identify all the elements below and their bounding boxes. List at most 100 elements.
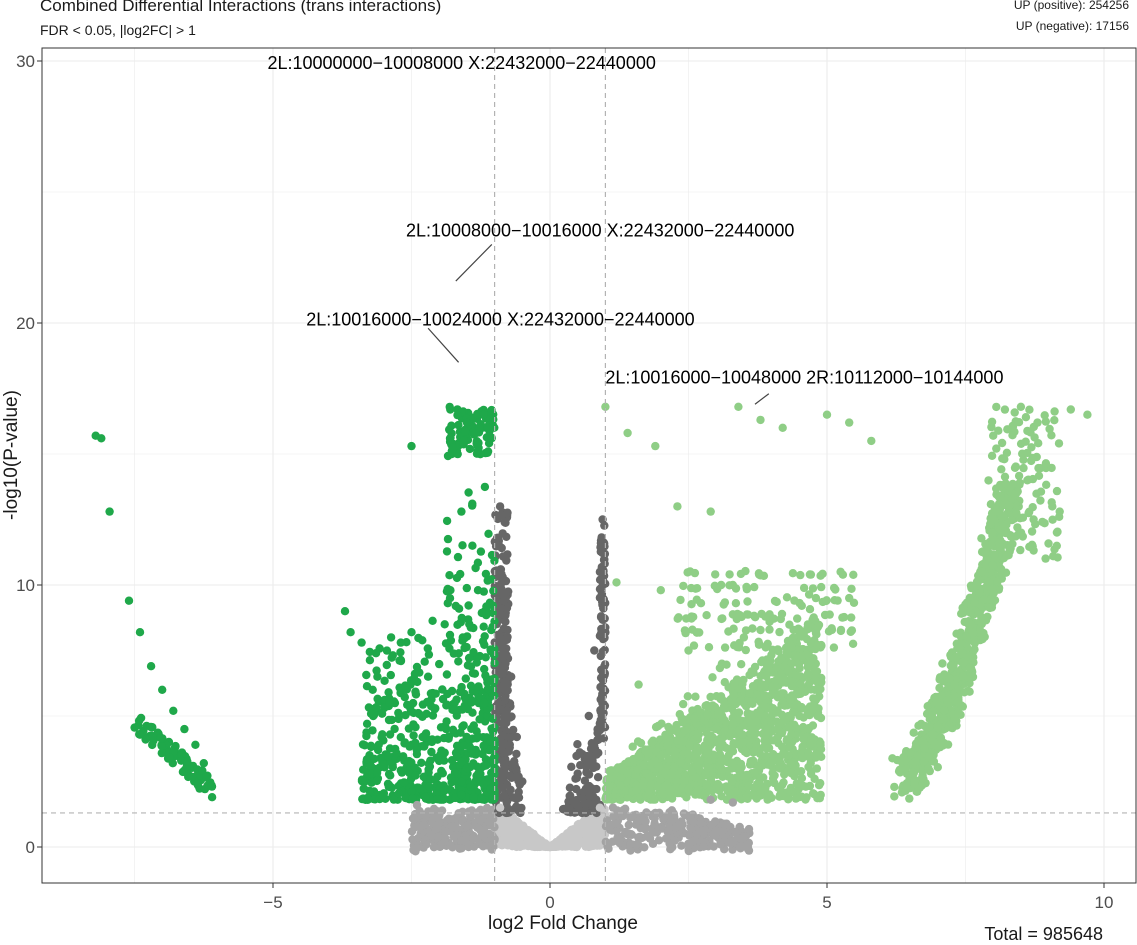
point-sig-positive <box>1040 519 1049 528</box>
point-sig-positive <box>788 569 798 578</box>
point-sig-negative <box>180 724 189 734</box>
point-sig-positive <box>679 699 688 709</box>
point-sig-positive <box>968 628 978 638</box>
point-fc-only <box>509 725 518 735</box>
point-nonsig <box>495 828 504 837</box>
point-sig-negative <box>467 698 476 707</box>
point-sig-positive <box>1000 455 1009 464</box>
point-sig-positive <box>845 418 854 427</box>
point-sig-positive <box>756 415 765 425</box>
point-sig-positive <box>672 726 681 736</box>
point-sig-positive <box>802 793 811 802</box>
point-sig-positive <box>983 577 993 587</box>
point-sig-positive <box>1041 417 1051 426</box>
annotation-leader <box>754 393 770 405</box>
point-p-only <box>419 820 428 830</box>
point-fc-only <box>502 808 511 817</box>
point-sig-positive <box>742 748 751 758</box>
point-p-only <box>433 832 443 842</box>
point-sig-negative <box>449 649 458 658</box>
point-sig-positive <box>1052 486 1062 496</box>
point-sig-positive <box>989 588 998 598</box>
point-sig-positive <box>804 659 813 669</box>
point-sig-positive <box>749 791 758 800</box>
point-sig-positive <box>808 721 818 730</box>
point-sig-positive <box>1018 513 1028 522</box>
point-fc-only <box>584 711 593 721</box>
point-sig-positive <box>692 749 702 758</box>
point-sig-positive <box>1027 527 1037 536</box>
point-sig-negative <box>462 583 471 593</box>
point-p-only <box>731 827 740 837</box>
point-p-only <box>699 842 708 851</box>
point-sig-negative <box>362 728 371 737</box>
point-sig-positive <box>633 765 642 774</box>
point-sig-negative <box>440 748 449 757</box>
point-sig-positive <box>914 721 923 730</box>
point-sig-negative <box>453 552 463 562</box>
point-sig-positive <box>727 776 737 786</box>
point-sig-negative <box>480 664 489 674</box>
point-sig-positive <box>953 697 962 707</box>
point-sig-positive <box>786 713 795 722</box>
point-sig-negative <box>411 771 420 780</box>
point-sig-negative <box>423 672 433 681</box>
point-sig-positive <box>774 645 783 654</box>
point-sig-positive <box>977 619 986 629</box>
point-sig-positive <box>1041 459 1051 468</box>
point-sig-positive <box>799 583 809 593</box>
point-sig-positive <box>728 743 737 752</box>
point-sig-positive <box>679 581 688 591</box>
point-sig-positive <box>816 738 825 748</box>
point-sig-positive <box>782 593 792 602</box>
point-sig-positive <box>803 669 813 678</box>
point-sig-negative <box>156 734 166 743</box>
point-p-only <box>659 814 668 824</box>
point-sig-negative <box>379 790 388 800</box>
point-sig-positive <box>601 402 610 411</box>
point-sig-positive <box>685 740 694 749</box>
point-fc-only <box>512 802 521 811</box>
point-sig-positive <box>1015 480 1024 489</box>
point-sig-positive <box>847 584 856 593</box>
point-sig-negative <box>468 501 477 510</box>
point-sig-positive <box>1047 431 1056 440</box>
point-sig-positive <box>1010 491 1020 500</box>
point-sig-positive <box>999 522 1008 531</box>
point-sig-negative <box>428 711 438 720</box>
point-sig-positive <box>674 613 683 622</box>
point-sig-positive <box>838 570 848 579</box>
point-sig-negative <box>169 706 178 715</box>
point-fc-only <box>590 646 599 655</box>
point-sig-positive <box>703 710 712 720</box>
point-sig-positive <box>623 769 632 778</box>
annotation-leader <box>455 243 493 282</box>
point-sig-positive <box>783 666 793 675</box>
point-sig-positive <box>798 742 807 751</box>
threshold-lines <box>42 48 1136 883</box>
point-fc-only <box>509 793 518 802</box>
point-sig-positive <box>911 757 920 766</box>
x-tick-label: 0 <box>545 893 554 912</box>
point-sig-negative <box>464 601 473 610</box>
point-sig-positive <box>754 640 764 649</box>
point-sig-positive <box>1012 509 1021 518</box>
point-p-only <box>444 814 453 823</box>
point-fc-only <box>589 763 598 773</box>
point-sig-negative <box>386 633 396 642</box>
point-sig-positive <box>757 609 766 619</box>
point-sig-negative <box>427 747 436 757</box>
point-p-only <box>717 827 726 836</box>
point-sig-negative <box>435 659 444 669</box>
point-p-only <box>615 839 624 848</box>
point-sig-positive <box>1034 463 1043 473</box>
point-p-only <box>457 844 466 853</box>
point-sig-negative <box>146 662 156 671</box>
point-fc-only <box>504 747 513 756</box>
point-sig-negative <box>482 602 491 611</box>
point-sig-negative <box>148 733 157 742</box>
point-sig-positive <box>994 426 1003 435</box>
point-sig-negative <box>457 613 466 623</box>
point-sig-negative <box>457 790 466 800</box>
point-p-only <box>475 816 485 826</box>
